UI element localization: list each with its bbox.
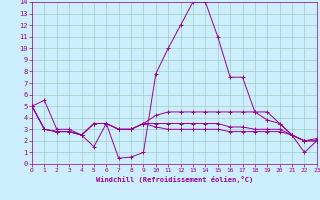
X-axis label: Windchill (Refroidissement éolien,°C): Windchill (Refroidissement éolien,°C) [96,176,253,183]
